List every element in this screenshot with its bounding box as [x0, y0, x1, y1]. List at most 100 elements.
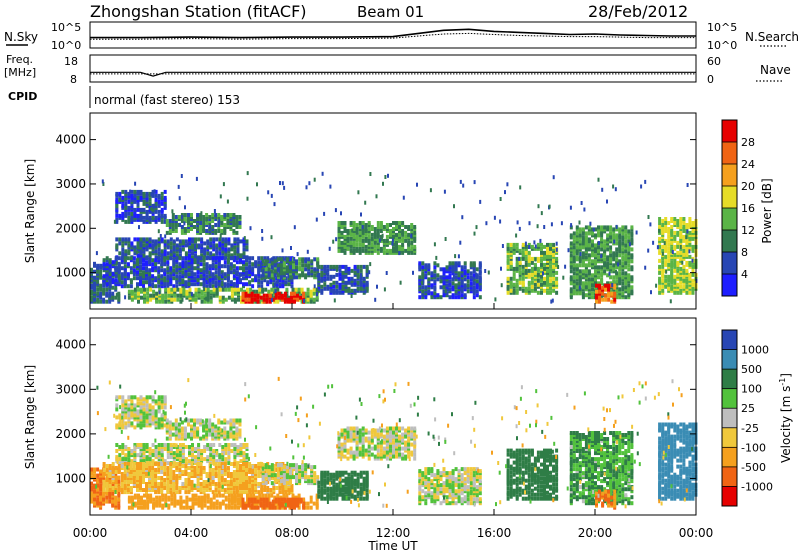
power-echo-cell [373, 227, 377, 231]
velocity-echo-cell [209, 453, 213, 458]
power-echo-cell [587, 237, 591, 242]
power-echo-cell [166, 274, 170, 279]
power-echo-cell [572, 275, 576, 280]
power-echo-cell [175, 256, 179, 261]
power-echo-cell [344, 280, 348, 285]
power-echo-cell [564, 264, 567, 269]
velocity-echo-cell [181, 470, 185, 474]
power-echo-cell [184, 239, 188, 244]
power-echo-cell [418, 295, 422, 300]
power-colorbar-label: Power [dB] [760, 178, 774, 243]
power-echo-cell [604, 297, 608, 302]
power-echo-cell [487, 270, 490, 275]
velocity-echo-cell [157, 468, 161, 472]
velocity-echo-cell [165, 418, 169, 423]
power-echo-cell [404, 225, 408, 229]
power-echo-cell [673, 252, 677, 257]
power-echo-cell [624, 239, 628, 244]
power-echo-cell [270, 193, 273, 198]
power-echo-cell [530, 266, 534, 271]
power-echo-cell [594, 243, 597, 248]
velocity-echo-cell [187, 466, 191, 470]
power-echo-cell [118, 197, 122, 202]
power-echo-cell [275, 276, 279, 281]
power-echo-cell [453, 204, 455, 209]
power-echo-cell [164, 287, 168, 292]
power-echo-cell [165, 223, 169, 227]
power-echo-cell [424, 263, 428, 268]
power-echo-cell [195, 244, 198, 249]
velocity-echo-cell [111, 462, 115, 466]
velocity-echo-cell [194, 447, 197, 451]
velocity-echo-cell [163, 411, 167, 416]
power-echo-cell [181, 297, 184, 302]
power-echo-cell [323, 286, 327, 291]
power-echo-cell [262, 297, 266, 302]
power-echo-cell [685, 290, 689, 295]
power-echo-cell [260, 280, 264, 285]
velocity-echo-cell [105, 464, 109, 468]
power-echo-cell [309, 289, 313, 294]
power-echo-cell [543, 266, 546, 271]
power-echo-cell [587, 261, 591, 266]
power-echo-cell [661, 284, 665, 289]
power-echo-cell [691, 221, 695, 225]
velocity-echo-cell [157, 482, 161, 486]
power-echo-cell [569, 205, 572, 210]
power-echo-cell [326, 284, 330, 289]
power-echo-cell [115, 197, 119, 202]
power-echo-cell [356, 286, 360, 291]
power-echo-cell [220, 215, 224, 219]
power-echo-cell [332, 274, 336, 279]
power-echo-cell [536, 266, 540, 271]
velocity-echo-cell [211, 428, 215, 433]
power-echo-cell [166, 260, 170, 265]
velocity-echo-cell [115, 415, 119, 420]
power-echo-cell [264, 259, 268, 264]
power-echo-cell [221, 295, 225, 300]
velocity-echo-cell [174, 426, 178, 431]
power-echo-cell [370, 232, 374, 237]
power-echo-cell [208, 264, 212, 269]
velocity-echo-cell [193, 434, 196, 439]
velocity-echo-cell [190, 472, 194, 476]
power-echo-cell [270, 235, 273, 240]
power-echo-cell [276, 263, 280, 268]
power-echo-cell [379, 229, 383, 233]
power-echo-cell [221, 237, 225, 242]
velocity-echo-cell [136, 488, 139, 492]
power-echo-cell [691, 278, 695, 283]
power-echo-cell [373, 230, 377, 235]
power-echo-cell [154, 276, 158, 281]
power-echo-cell [551, 298, 554, 303]
power-echo-cell [149, 293, 153, 298]
power-echo-cell [349, 240, 353, 245]
power-echo-cell [615, 224, 618, 229]
velocity-echo-cell [151, 478, 155, 482]
power-echo-cell [421, 289, 425, 294]
power-echo-cell [389, 223, 392, 227]
power-echo-cell [194, 297, 198, 302]
velocity-echo-cell [165, 424, 169, 429]
power-echo-cell [404, 230, 408, 235]
power-echo-cell [667, 227, 671, 231]
velocity-echo-cell [166, 466, 170, 470]
power-echo-cell [548, 204, 551, 209]
power-echo-cell [352, 221, 356, 225]
power-echo-cell [146, 295, 150, 300]
power-echo-cell [676, 223, 680, 227]
power-echo-cell [211, 219, 215, 223]
power-echo-cell [180, 174, 183, 178]
velocity-echo-cell [115, 443, 119, 447]
power-echo-cell [181, 260, 185, 265]
velocity-echo-cell [177, 434, 181, 439]
power-echo-cell [667, 254, 671, 259]
power-echo-cell [154, 193, 158, 198]
power-echo-cell [145, 191, 149, 196]
velocity-echo-cell [142, 423, 146, 428]
power-echo-cell [194, 287, 198, 292]
power-echo-cell [688, 272, 692, 277]
power-echo-cell [301, 267, 305, 272]
power-echo-cell [670, 260, 674, 265]
velocity-echo-cell [227, 451, 231, 456]
